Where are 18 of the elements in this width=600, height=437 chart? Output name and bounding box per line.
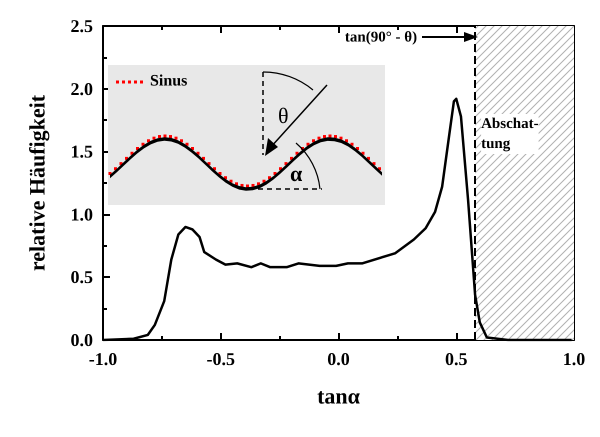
y-tick-label: 0.5 (70, 267, 93, 288)
y-tick-label: 2.5 (70, 16, 93, 36)
y-axis-title: relative Häufigkeit (24, 94, 50, 272)
annotation: θ (278, 103, 289, 128)
x-tick-label: 0.5 (445, 349, 468, 369)
x-tick-label: -0.5 (206, 349, 235, 369)
x-tick-label: 0.0 (327, 349, 350, 369)
x-axis-title: tanα (317, 384, 361, 408)
y-tick-label: 0.0 (70, 330, 93, 350)
band-label: Abschat- tung (481, 116, 539, 152)
x-tick-label: -1.0 (88, 349, 118, 369)
annotation: α (290, 161, 303, 186)
y-tick-label: 1.0 (70, 204, 93, 224)
y-tick-label: 2.0 (70, 78, 93, 99)
y-tick-label: 1.5 (70, 142, 93, 162)
x-tick-label: 1.0 (562, 349, 586, 369)
annotation: Sinus (150, 72, 188, 90)
ref-line-label: tan(90° - θ) (344, 30, 418, 46)
